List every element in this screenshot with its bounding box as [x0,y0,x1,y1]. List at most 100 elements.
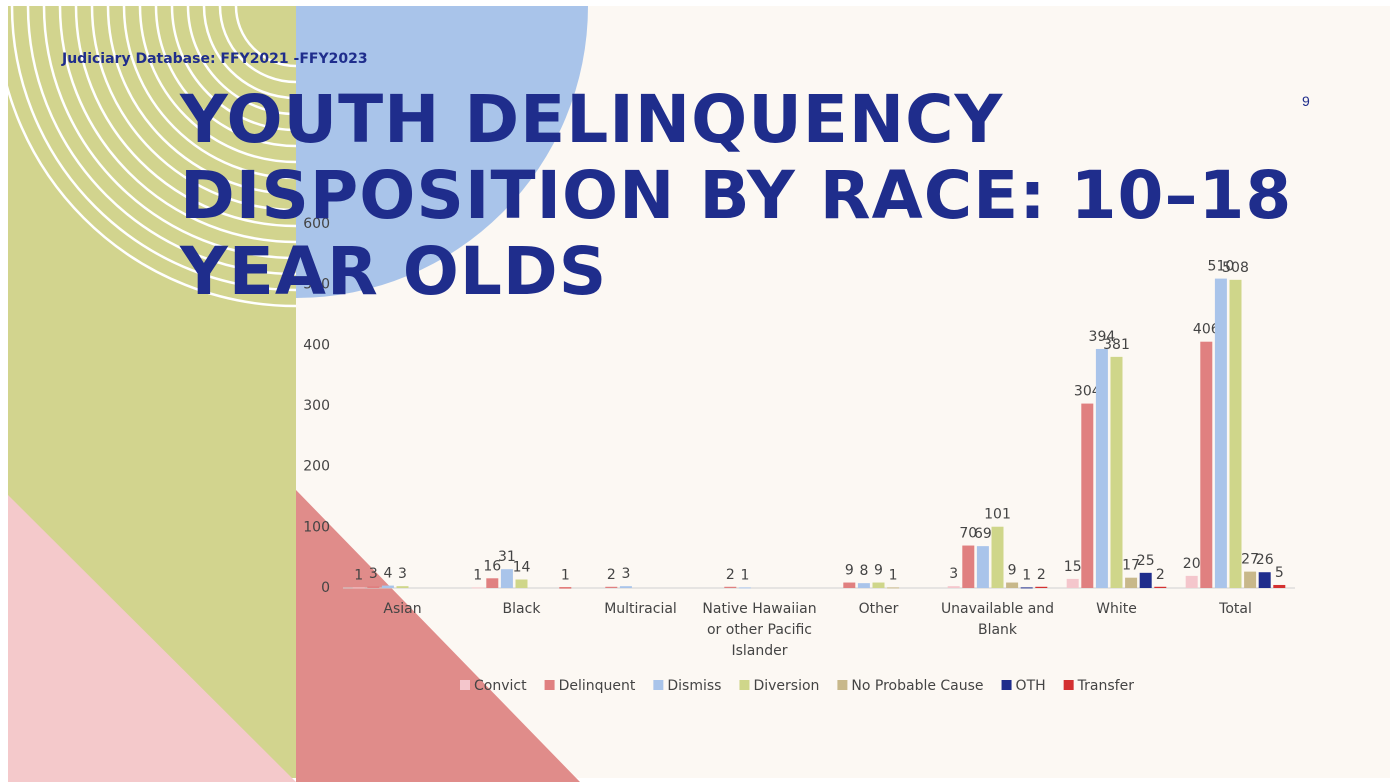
legend-label: Dismiss [667,678,721,694]
data-label: 1 [889,567,898,583]
data-label: 5 [1275,565,1284,581]
bar [352,587,365,589]
data-label: 26 [1256,552,1274,568]
legend-label: Diversion [753,678,819,694]
bar [1229,279,1242,588]
bar [1244,571,1257,588]
x-tick-label: Multiracial [604,601,677,617]
data-label: 3 [369,566,378,582]
bar [991,526,1004,588]
y-tick-label: 500 [303,277,330,293]
legend-swatch [653,680,664,690]
bar [500,569,513,588]
y-tick-label: 200 [303,459,330,475]
data-label: 3 [398,566,407,582]
bar [1081,403,1094,588]
legend-swatch [544,680,555,690]
data-label: 101 [984,507,1011,523]
bar [976,546,989,588]
bar [1006,582,1019,588]
data-label: 1 [354,567,363,583]
x-tick-label: Other [858,601,899,617]
bar [471,587,484,589]
pink-shape [8,495,296,782]
x-tick-label: Total [1219,601,1252,617]
y-tick-label: 600 [303,216,330,232]
bar [1110,356,1123,588]
bar [367,586,380,588]
data-label: 16 [483,558,501,574]
bar [962,545,975,588]
data-label: 1 [740,567,749,583]
bar [1214,278,1227,588]
bar [857,583,870,588]
bar [724,586,737,588]
data-label: 2 [607,567,616,583]
bar [1066,578,1079,588]
data-label: 9 [845,563,854,579]
legend-label: Transfer [1077,678,1135,694]
x-tick-label: Asian [383,601,422,617]
data-label: 510 [1208,259,1235,275]
legend-swatch [460,680,470,690]
bar [396,586,409,588]
circle-shape [296,6,588,298]
bar [1095,348,1108,588]
data-label: 69 [974,526,992,542]
data-label: 9 [1008,563,1017,579]
data-label: 25 [1137,553,1155,569]
bar [486,578,499,588]
data-label: 20 [1183,556,1201,572]
bar [1125,577,1138,588]
data-label: 8 [859,563,868,579]
x-tick-label: Native Hawaiian or other Pacific Islande… [702,601,817,659]
y-tick-label: 400 [303,337,330,353]
bar [1273,584,1286,588]
y-tick-label: 300 [303,398,330,414]
legend-label: No Probable Cause [851,678,983,694]
legend-label: Delinquent [559,678,636,694]
subtitle: Judiciary Database: FFY2021 -FFY2023 [62,51,368,67]
bar [515,579,528,588]
y-tick-label: 100 [303,519,330,535]
bar [872,582,885,588]
data-label: 31 [498,549,516,565]
bar [1139,572,1152,588]
bar [843,582,856,588]
data-label: 1 [473,567,482,583]
data-label: 9 [874,563,883,579]
data-label: 4 [383,566,392,582]
data-label: 304 [1074,384,1101,400]
legend-label: Convict [474,678,527,694]
data-label: 381 [1103,337,1130,353]
bar [738,587,751,589]
bar [1200,341,1213,588]
data-label: 2 [1156,567,1165,583]
bar [887,587,900,589]
data-label: 27 [1241,552,1259,568]
page-number: 9 [1302,93,1310,109]
data-label: 394 [1089,329,1116,345]
x-tick-label: White [1096,601,1137,617]
data-label: 15 [1064,559,1082,575]
x-tick-label: Unavailable and Blank [940,601,1055,638]
legend-swatch [837,680,848,690]
arcs [0,5,297,308]
bar [1154,586,1167,588]
x-tick-label: Black [502,601,541,617]
legend-label: OTH [1016,678,1046,694]
bar [1185,575,1198,588]
data-label: 3 [621,566,630,582]
data-label: 14 [513,560,531,576]
red-shape [296,490,580,782]
bar [605,586,618,588]
data-label: 406 [1193,322,1220,338]
chart-title: YOUTH DELINQUENCY DISPOSITION BY RACE: 1… [180,81,1293,310]
bar [619,586,632,588]
bar [381,585,394,588]
data-label: 2 [726,567,735,583]
bar [1258,572,1271,588]
data-label: 1 [561,567,570,583]
